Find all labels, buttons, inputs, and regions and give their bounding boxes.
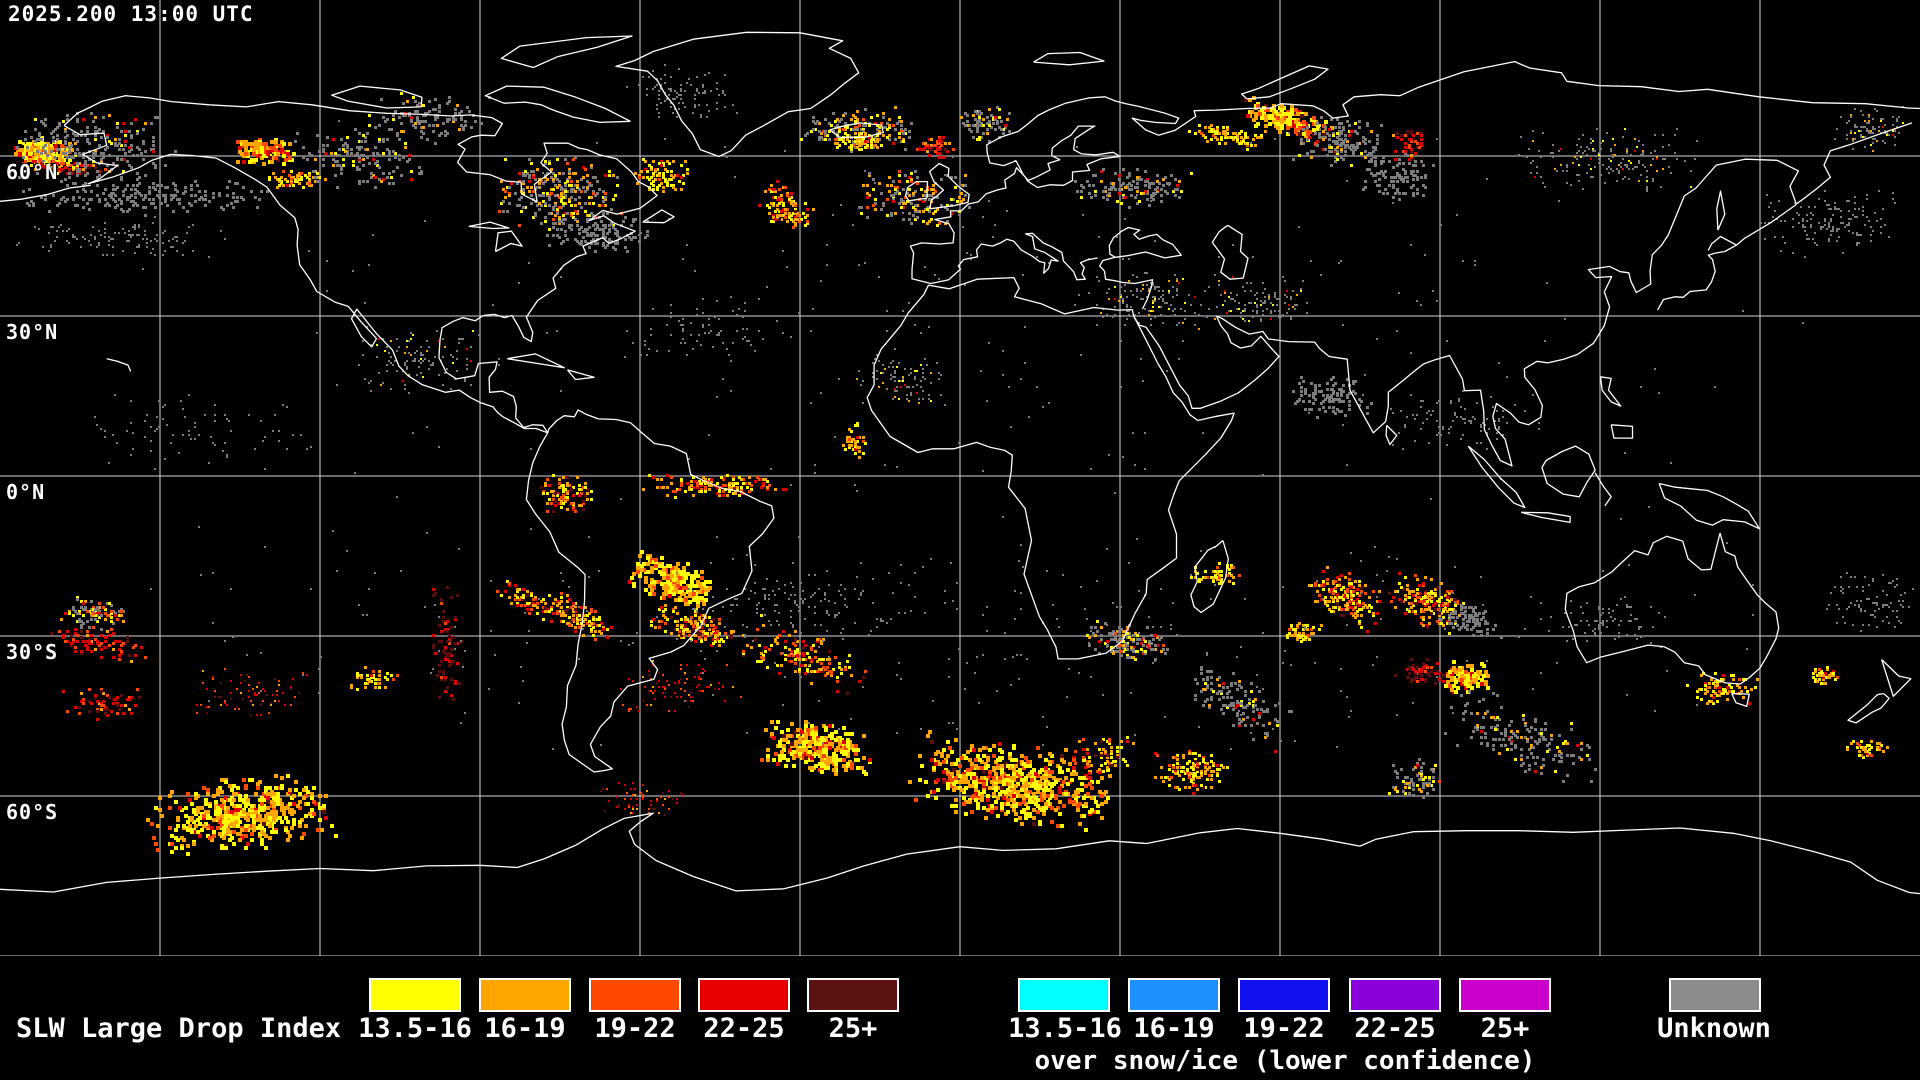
legend-label: Unknown [1657, 1013, 1771, 1044]
legend: SLW Large Drop Index 13.5-16 16-19 19-22… [0, 956, 1920, 1080]
legend-swatch-ldi-16-19 [479, 978, 571, 1012]
legend-swatch-ldi-25plus [807, 978, 899, 1012]
legend-label: 25+ [828, 1013, 878, 1044]
legend-swatch-ldi-19-22 [589, 978, 681, 1012]
legend-label: 19-22 [1243, 1013, 1325, 1044]
legend-label: 22-25 [1354, 1013, 1436, 1044]
legend-label: 25+ [1480, 1013, 1530, 1044]
legend-swatch-snow-13.5-16 [1018, 978, 1110, 1012]
legend-title: SLW Large Drop Index [16, 1013, 342, 1044]
legend-swatch-unknown [1669, 978, 1761, 1012]
legend-swatch-ldi-22-25 [698, 978, 790, 1012]
legend-swatch-ldi-13.5-16 [369, 978, 461, 1012]
world-map: 2025.200 13:00 UTC 60°N 30°N 0°N 30°S 60°S [0, 0, 1920, 956]
latitude-label: 0°N [6, 480, 46, 504]
legend-label: 16-19 [1133, 1013, 1215, 1044]
legend-swatch-snow-25plus [1459, 978, 1551, 1012]
legend-snow-caption: over snow/ice (lower confidence) [1034, 1046, 1536, 1076]
legend-label: 13.5-16 [1008, 1013, 1122, 1044]
legend-label: 13.5-16 [358, 1013, 472, 1044]
legend-swatch-snow-19-22 [1238, 978, 1330, 1012]
latitude-label: 60°S [6, 800, 59, 824]
legend-label: 19-22 [594, 1013, 676, 1044]
map-canvas [0, 0, 1920, 956]
legend-swatch-snow-16-19 [1128, 978, 1220, 1012]
legend-label: 22-25 [703, 1013, 785, 1044]
legend-swatch-snow-22-25 [1349, 978, 1441, 1012]
latitude-label: 60°N [6, 160, 59, 184]
latitude-label: 30°N [6, 320, 59, 344]
latitude-label: 30°S [6, 640, 59, 664]
legend-label: 16-19 [484, 1013, 566, 1044]
timestamp: 2025.200 13:00 UTC [8, 2, 254, 26]
